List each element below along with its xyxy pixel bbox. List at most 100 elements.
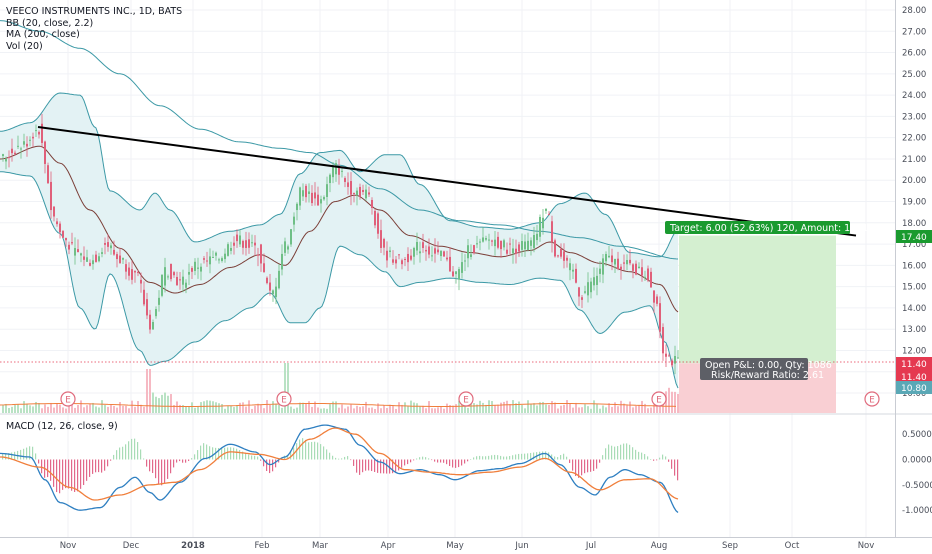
candle (47, 162, 49, 184)
candle (395, 255, 397, 269)
volume-bar (500, 402, 502, 413)
candle (524, 234, 526, 258)
price-tick-label: 21.00 (902, 155, 926, 165)
volume-bar (482, 402, 484, 413)
macd-histogram-bar (65, 459, 67, 489)
candle (284, 237, 286, 256)
volume-bar (422, 405, 424, 413)
candle (437, 241, 439, 255)
macd-histogram-bar (131, 438, 133, 460)
candle (404, 257, 406, 267)
volume-bar (557, 408, 559, 413)
time-axis[interactable]: Nov Dec 2018 Feb Mar Apr May Jun Jul Aug Sep Oct Nov (60, 541, 875, 551)
macd-histogram-bar (413, 459, 415, 461)
earnings-marker-label: E (656, 396, 662, 406)
ma-legend[interactable]: MA (200, close) (6, 29, 80, 40)
macd-histogram-bar (203, 443, 205, 460)
macd-histogram-bar (8, 453, 10, 460)
pnl-label[interactable]: Open P&L: 0.00, Qty: 1086 Risk/Reward Ra… (700, 358, 832, 381)
candle (95, 250, 97, 263)
macd-histogram-bar (56, 459, 58, 493)
macd-histogram-bar (674, 459, 676, 476)
volume-bar (377, 403, 379, 413)
volume-bar (575, 402, 577, 413)
volume-bar (464, 405, 466, 413)
volume-bar (119, 402, 121, 413)
candle (125, 259, 127, 280)
earnings-marker-label: E (463, 396, 469, 406)
macd-histogram-bar (350, 459, 352, 461)
volume-bar (524, 408, 526, 413)
macd-histogram-bar (551, 454, 553, 460)
candle (8, 150, 10, 168)
volume-bar (419, 406, 421, 413)
macd-histogram-bar (92, 459, 94, 474)
volume-bar (584, 404, 586, 413)
candle (314, 182, 316, 206)
macd-histogram-bar (317, 442, 319, 460)
volume-bar (362, 406, 364, 413)
candle (17, 135, 19, 150)
candle (614, 258, 616, 274)
earnings-marker[interactable]: E (60, 391, 76, 407)
macd-histogram-bar (323, 446, 325, 460)
candle (107, 234, 109, 252)
macd-histogram-bar (53, 459, 55, 487)
target-zone[interactable] (679, 235, 836, 364)
trendline[interactable] (37, 126, 857, 237)
earnings-marker[interactable]: E (864, 391, 880, 407)
macd-histogram-bar (230, 447, 232, 460)
candle (467, 239, 469, 268)
candle (674, 345, 676, 375)
macd-histogram-bar (227, 447, 229, 460)
candle (359, 183, 361, 200)
price-tick-label: 19.00 (902, 198, 926, 208)
volume-bar (542, 401, 544, 413)
volume-bar (26, 403, 28, 413)
macd-histogram-bar (89, 459, 91, 477)
earnings-marker[interactable]: E (458, 391, 474, 407)
volume-bar (56, 403, 58, 413)
candle (50, 171, 52, 219)
volume-bar (623, 403, 625, 413)
macd-legend[interactable]: MACD (12, 26, close, 9) (6, 421, 118, 432)
candle (422, 233, 424, 253)
volume-bar (227, 406, 229, 413)
earnings-marker[interactable]: E (651, 391, 667, 407)
volume-bar (137, 401, 139, 413)
macd-histogram-bar (659, 457, 661, 460)
candle (320, 195, 322, 213)
candle (188, 263, 190, 285)
candle (254, 235, 256, 256)
candle (452, 266, 454, 277)
volume-bar (677, 393, 679, 413)
earnings-marker-label: E (869, 396, 875, 406)
candle (89, 259, 91, 267)
macd-histogram-bar (152, 459, 154, 474)
bb-legend[interactable]: BB (20, close, 2.2) (6, 17, 94, 29)
volume-bar (614, 402, 616, 413)
candle (416, 232, 418, 256)
symbol-title[interactable]: VEECO INSTRUMENTS INC., 1D, BATS (6, 6, 183, 17)
vol-legend[interactable]: Vol (20) (6, 40, 43, 52)
macd-histogram-bar (587, 459, 589, 473)
candle (155, 306, 157, 319)
price-axis[interactable]: 28.00 27.00 26.00 25.00 24.00 23.00 22.00 21.00… (902, 6, 926, 399)
volume-bar (290, 406, 292, 413)
macd-histogram-bar (653, 459, 655, 461)
earnings-marker[interactable]: E (276, 391, 292, 407)
macd-axis[interactable]: 0.5000 0.0000 -0.5000 -1.0000 (902, 430, 932, 516)
candle (326, 176, 328, 206)
macd-histogram-bar (614, 446, 616, 460)
target-label[interactable]: Target: 6.00 (52.63%) 120, Amount: 16516 (665, 221, 874, 234)
volume-bar (485, 404, 487, 413)
volume-bar (617, 406, 619, 413)
volume-bar (113, 406, 115, 413)
volume-bar (170, 394, 172, 413)
macd-histogram-bar (221, 447, 223, 460)
time-tick-label: Nov (858, 541, 875, 550)
volume-bar (74, 407, 76, 413)
macd-histogram-bar (608, 444, 610, 460)
